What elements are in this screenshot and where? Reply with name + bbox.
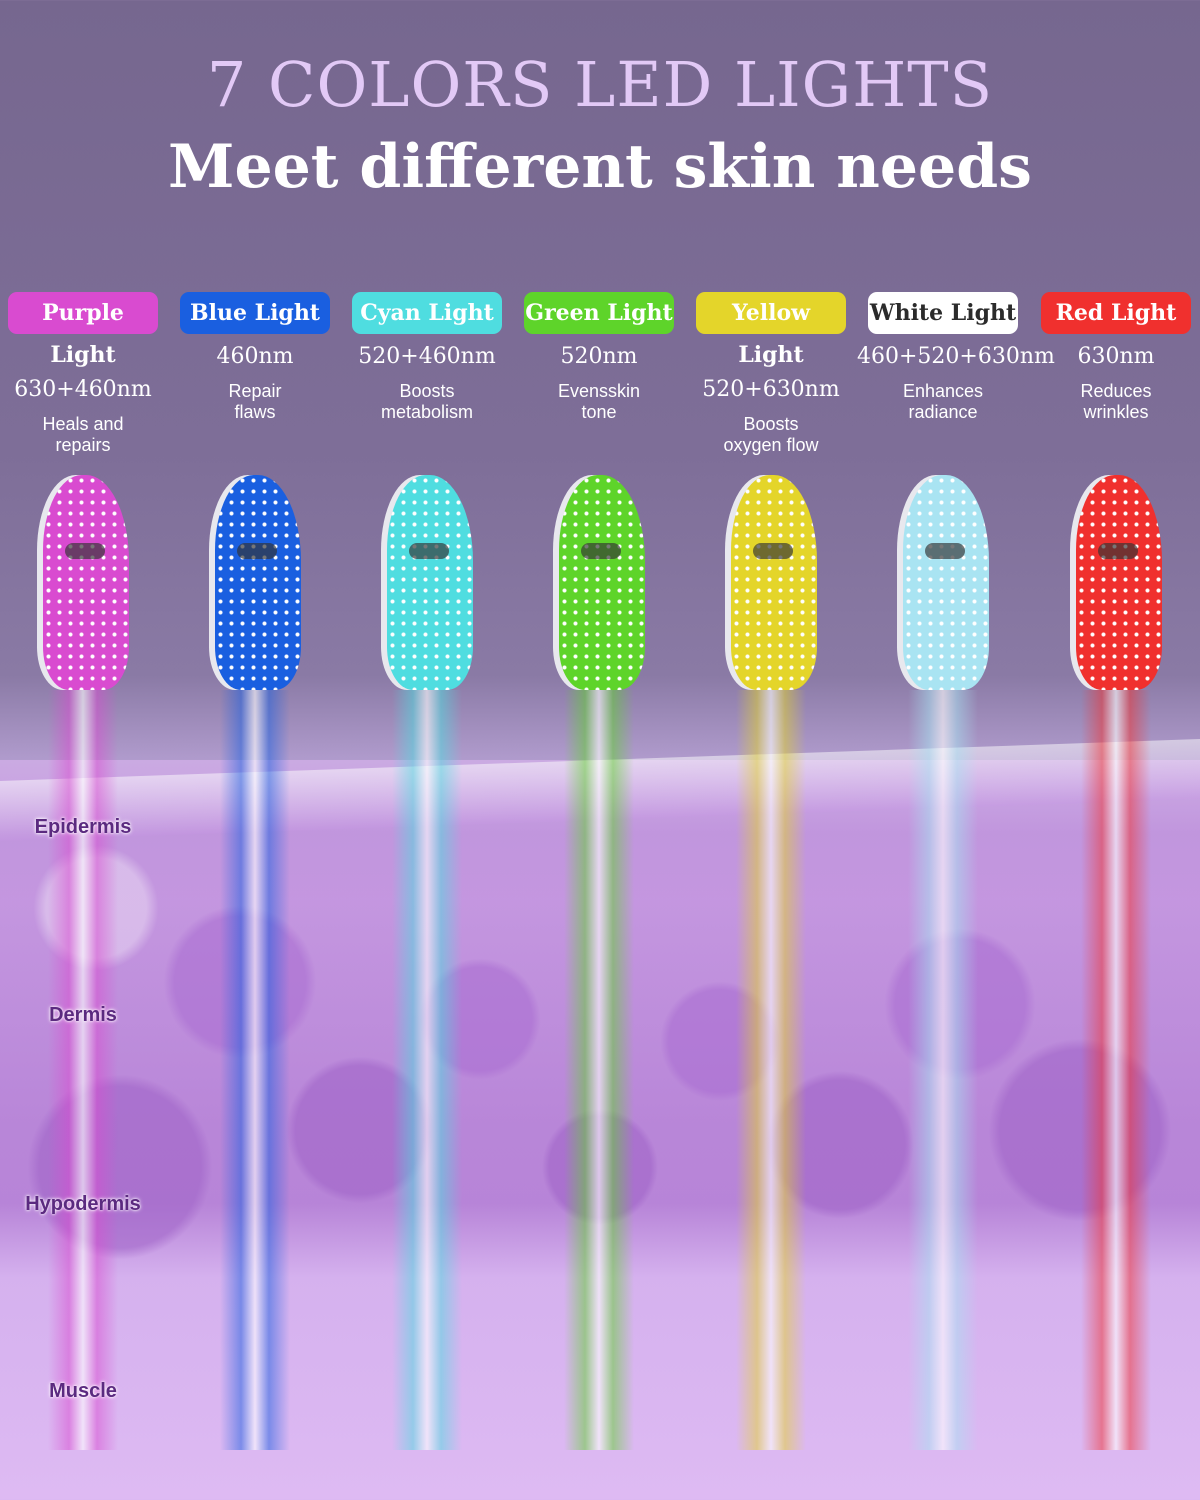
yellow-light-mask-image (731, 475, 817, 690)
light-column-green-light: Green Light 520nm Evensskin tone (513, 292, 685, 423)
red-light-beam (1081, 690, 1151, 1450)
benefit-line: Boosts (399, 381, 455, 401)
wavelength: 520nm (560, 344, 638, 369)
benefit-line: Boosts (743, 414, 799, 434)
benefit: Boosts oxygen flow (685, 414, 857, 456)
benefit: Enhances radiance (857, 381, 1029, 423)
wavelength: 460+520+630nm (857, 344, 1055, 369)
layer-label-epidermis: Epidermis (34, 816, 132, 838)
benefit: Repair flaws (169, 381, 341, 423)
mask-eye-opening (1098, 543, 1138, 559)
subheadline: Meet different skin needs (168, 132, 1032, 202)
blue-light-beam (220, 690, 290, 1450)
headline: 7 COLORS LED LIGHTS (206, 48, 994, 121)
light-badge: Blue Light (180, 292, 330, 334)
benefit-line: Reduces (1080, 381, 1152, 401)
benefit: Evensskin tone (513, 381, 685, 423)
yellow-light-beam (736, 690, 806, 1450)
layer-label-hypodermis: Hypodermis (25, 1193, 141, 1215)
wavelength: 630nm (1077, 344, 1155, 369)
light-column-red-light: Red Light 630nm Reduces wrinkles (1030, 292, 1200, 423)
benefit: Heals and repairs (0, 414, 169, 456)
cyan-light-beam (392, 690, 462, 1450)
benefit: Reduces wrinkles (1030, 381, 1200, 423)
light-badge: Purple Light (8, 292, 158, 368)
red-light-mask-image (1076, 475, 1162, 690)
benefit-line: Heals and (42, 414, 124, 434)
benefit-line: Repair (228, 381, 282, 401)
benefit: Boosts metabolism (341, 381, 513, 423)
light-column-yellow-light: Yellow Light 520+630nm Boosts oxygen flow (685, 292, 857, 456)
benefit-line: repairs (55, 435, 111, 455)
light-column-cyan-light: Cyan Light 520+460nm Boosts metabolism (341, 292, 513, 423)
green-light-beam (564, 690, 634, 1450)
mask-eye-opening (925, 543, 965, 559)
wavelength: 520+630nm (702, 377, 840, 402)
green-light-mask-image (559, 475, 645, 690)
mask-eye-opening (581, 543, 621, 559)
benefit-line: Evensskin (557, 381, 641, 401)
blue-light-mask-image (215, 475, 301, 690)
layer-label-dermis: Dermis (49, 1004, 117, 1026)
light-badge: Red Light (1041, 292, 1191, 334)
white-light-beam (908, 690, 978, 1450)
purple-light-mask-image (43, 475, 129, 690)
benefit-line: tone (581, 402, 617, 422)
mask-eye-opening (65, 543, 105, 559)
wavelength: 460nm (216, 344, 294, 369)
wavelength: 630+460nm (14, 377, 152, 402)
mask-eye-opening (237, 543, 277, 559)
purple-light-beam (48, 690, 118, 1450)
light-column-purple-light: Purple Light 630+460nm Heals and repairs (0, 292, 169, 456)
mask-eye-opening (753, 543, 793, 559)
wavelength: 520+460nm (358, 344, 496, 369)
layer-label-muscle: Muscle (49, 1380, 117, 1402)
benefit-line: radiance (908, 402, 978, 422)
cyan-light-mask-image (387, 475, 473, 690)
light-column-blue-light: Blue Light 460nm Repair flaws (169, 292, 341, 423)
benefit-line: metabolism (380, 402, 474, 422)
benefit-line: wrinkles (1083, 402, 1149, 422)
light-badge: Green Light (524, 292, 674, 334)
white-light-mask-image (903, 475, 989, 690)
benefit-line: Enhances (902, 381, 984, 401)
light-column-white-light: White Light 460+520+630nm Enhances radian… (857, 292, 1055, 423)
mask-eye-opening (409, 543, 449, 559)
light-badge: Yellow Light (696, 292, 846, 368)
benefit-line: oxygen flow (723, 435, 819, 455)
benefit-line: flaws (234, 402, 276, 422)
light-badge: White Light (868, 292, 1018, 334)
light-badge: Cyan Light (352, 292, 502, 334)
